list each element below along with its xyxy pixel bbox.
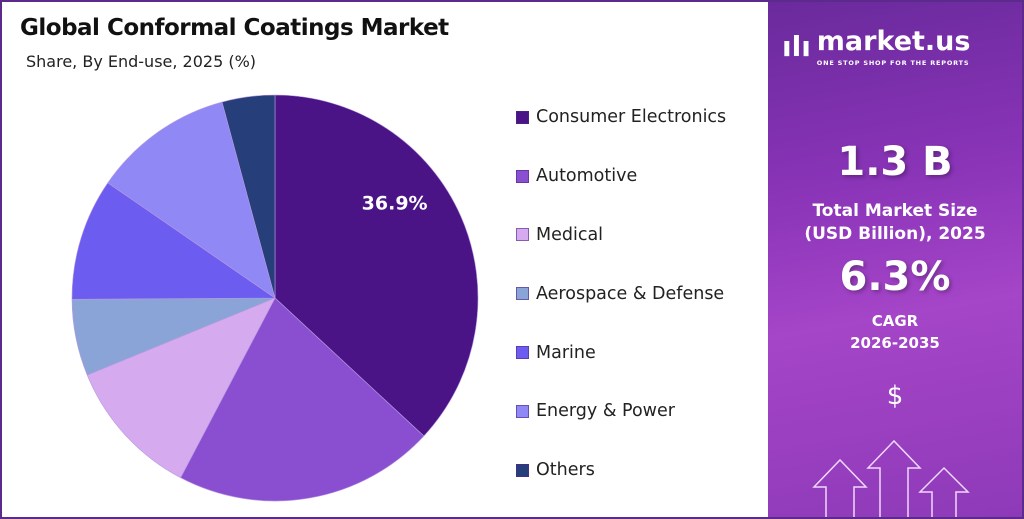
legend-item: Energy & Power: [516, 382, 726, 441]
legend-label: Others: [536, 460, 595, 481]
cagr-value: 6.3%: [839, 254, 951, 300]
chart-title: Global Conformal Coatings Market: [20, 15, 449, 41]
legend-label: Energy & Power: [536, 401, 675, 422]
legend-swatch: [516, 404, 529, 418]
legend-item: Consumer Electronics: [516, 88, 726, 147]
pie-slice-marine: [71, 182, 276, 300]
summary-stats: 1.3 B Total Market Size (USD Billion), 2…: [768, 138, 1022, 411]
market-size-label: Total Market Size: [812, 201, 978, 221]
legend-item: Others: [516, 441, 726, 500]
cagr-label: CAGR: [871, 312, 919, 330]
legend-item: Automotive: [516, 147, 726, 206]
pie-slice-medical: [86, 297, 276, 479]
pie-chart: 36.9%: [71, 94, 479, 502]
pie-slice-energy-power: [107, 101, 276, 299]
legend-swatch: [516, 228, 529, 242]
legend-swatch: [516, 287, 529, 301]
dollar-icon: $: [886, 381, 904, 411]
market-size-value: 1.3 B: [837, 139, 953, 185]
legend-label: Aerospace & Defense: [536, 283, 725, 304]
legend-swatch: [516, 169, 529, 183]
legend: Consumer Electronics Automotive Medical Aer…: [516, 88, 726, 500]
legend-swatch: [516, 110, 529, 124]
legend-item: Medical: [516, 206, 726, 265]
growth-arrows-icon: [812, 439, 970, 517]
brand-tagline: ONE STOP SHOP FOR THE REPORTS: [816, 59, 970, 67]
pie-slice-others: [221, 94, 276, 299]
chart-subtitle: Share, By End-use, 2025 (%): [26, 52, 257, 71]
cagr-period: 2026-2035: [850, 334, 940, 352]
brand-logo: ılı market.us ONE STOP SHOP FOR THE REPO…: [782, 26, 970, 68]
legend-label: Marine: [536, 342, 596, 363]
legend-swatch: [516, 346, 529, 360]
legend-label: Consumer Electronics: [536, 107, 727, 128]
legend-item: Marine: [516, 323, 726, 382]
legend-swatch: [516, 463, 529, 477]
legend-label: Medical: [536, 224, 604, 245]
data-label: 36.9%: [362, 192, 428, 214]
legend-label: Automotive: [536, 166, 638, 187]
market-size-unit: (USD Billion), 2025: [804, 224, 986, 244]
brand-name: market.us: [816, 26, 971, 57]
pie-slice-automotive: [180, 297, 425, 502]
summary-panel: ılı market.us ONE STOP SHOP FOR THE REPO…: [768, 2, 1022, 517]
logo-icon: ılı: [782, 30, 811, 63]
legend-item: Aerospace & Defense: [516, 264, 726, 323]
pie-slice-consumer-electronics: [274, 94, 479, 437]
